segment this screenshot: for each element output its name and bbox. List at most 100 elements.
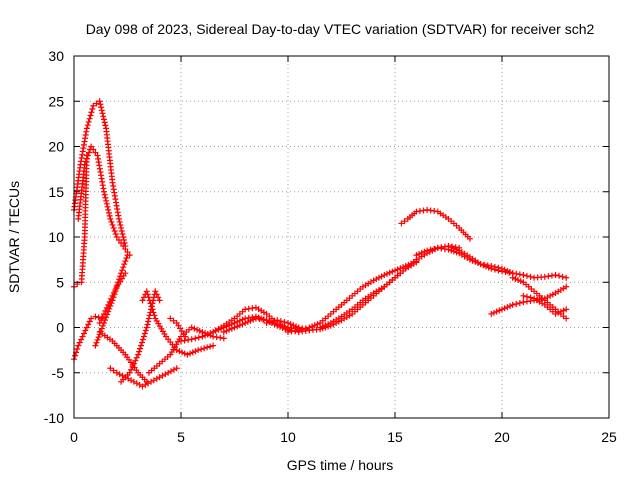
data-point: [89, 106, 96, 113]
data-point: [234, 323, 241, 330]
data-point: [95, 334, 102, 341]
data-point: [192, 348, 199, 355]
data-point: [72, 352, 79, 359]
data-point: [277, 318, 284, 325]
x-tick-label: 10: [280, 429, 296, 445]
data-point: [94, 336, 101, 343]
data-point: [260, 316, 267, 323]
data-point: [244, 318, 251, 325]
data-point: [271, 321, 278, 328]
data-point: [427, 246, 434, 253]
data-point: [245, 305, 252, 312]
data-point: [181, 337, 188, 344]
data-point: [213, 334, 220, 341]
data-point: [173, 365, 180, 372]
data-point: [485, 264, 492, 271]
data-point: [100, 188, 107, 195]
data-point: [85, 321, 92, 328]
data-point: [228, 325, 235, 332]
data-point: [493, 308, 500, 315]
data-markers: [71, 98, 570, 390]
data-point: [108, 218, 115, 225]
data-point: [170, 317, 177, 324]
data-point: [110, 289, 117, 296]
data-point: [137, 345, 144, 352]
data-point: [185, 336, 192, 343]
data-point: [496, 307, 503, 314]
data-point: [217, 334, 224, 341]
data-point: [140, 333, 147, 340]
data-point: [112, 230, 119, 237]
data-point: [274, 317, 281, 324]
data-point: [389, 268, 396, 275]
data-point: [88, 109, 95, 116]
data-point: [118, 224, 125, 231]
x-tick-label: 25: [601, 429, 617, 445]
data-point: [220, 335, 227, 342]
x-tick-label: 20: [494, 429, 510, 445]
series-track-c: [71, 152, 90, 290]
data-point: [431, 208, 438, 215]
data-point: [249, 305, 256, 312]
data-point: [120, 264, 127, 271]
data-point: [144, 291, 151, 298]
data-point: [106, 298, 113, 305]
data-point: [119, 230, 126, 237]
data-point: [401, 218, 408, 225]
data-point: [274, 322, 281, 329]
data-point: [509, 301, 516, 308]
data-point: [490, 309, 497, 316]
data-point: [88, 143, 95, 150]
data-point: [119, 267, 126, 274]
data-point: [155, 294, 162, 301]
series-track-a: [71, 98, 129, 250]
data-point: [103, 197, 110, 204]
data-point: [427, 207, 434, 214]
grid: [74, 56, 609, 418]
series-track-h: [118, 288, 163, 385]
data-point: [549, 291, 556, 298]
data-point: [115, 237, 122, 244]
data-point: [101, 119, 108, 126]
data-point: [290, 322, 297, 329]
data-point: [552, 310, 559, 317]
data-point: [105, 209, 112, 216]
data-point: [74, 345, 81, 352]
data-point: [285, 319, 291, 326]
data-point: [120, 243, 127, 250]
data-point: [102, 194, 109, 201]
data-point: [263, 319, 270, 326]
data-point: [83, 125, 90, 132]
data-point: [191, 325, 198, 332]
data-point: [375, 274, 382, 281]
data-point: [122, 246, 129, 253]
data-point: [488, 265, 495, 272]
data-point: [563, 274, 570, 281]
data-point: [109, 292, 116, 299]
data-point: [413, 208, 420, 215]
data-point: [450, 245, 457, 252]
data-point: [370, 277, 377, 284]
data-point: [424, 247, 431, 254]
y-tick-label: -5: [52, 365, 65, 381]
data-point: [499, 268, 505, 275]
data-point: [453, 246, 460, 253]
data-point: [145, 294, 152, 301]
data-point: [78, 336, 85, 343]
data-point: [207, 343, 214, 350]
y-tick-label: 15: [48, 184, 64, 200]
data-point: [85, 149, 92, 156]
data-point: [544, 294, 551, 301]
data-point: [509, 274, 516, 281]
data-point: [87, 112, 94, 119]
series-track-l: [167, 315, 189, 340]
series-track-f: [96, 270, 129, 326]
data-point: [106, 212, 113, 219]
data-point: [105, 301, 112, 308]
data-point: [516, 300, 523, 307]
series-track-j: [139, 288, 217, 358]
data-point: [107, 215, 114, 222]
data-point: [101, 191, 108, 198]
data-point: [252, 315, 259, 322]
